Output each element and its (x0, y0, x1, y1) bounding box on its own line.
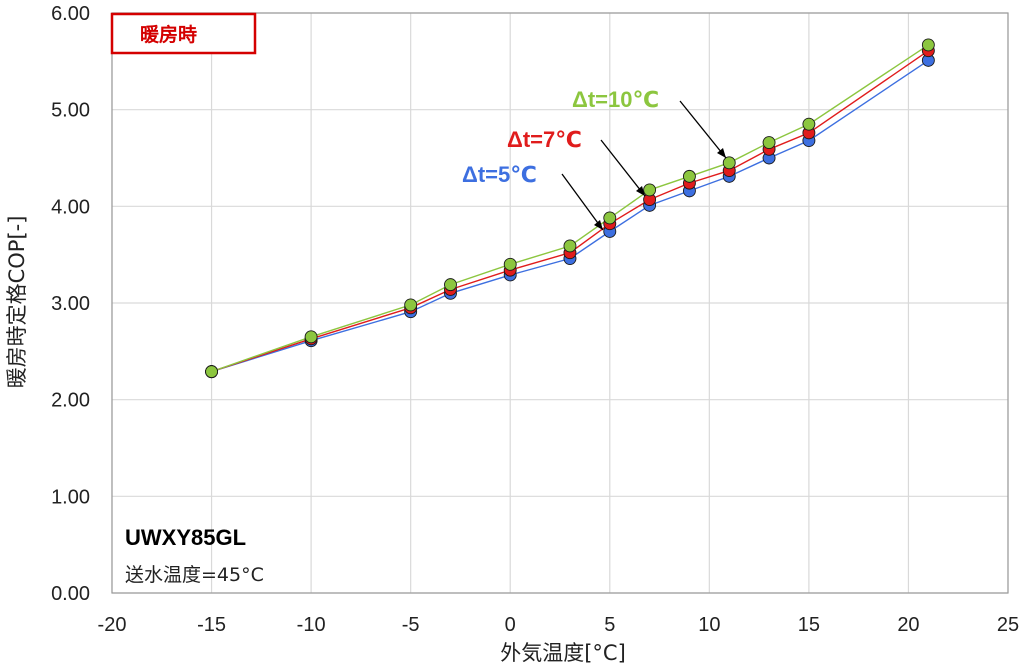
data-point-2 (503, 257, 517, 271)
mode-badge: 暖房時 (110, 12, 257, 55)
data-point-2 (304, 330, 318, 344)
series-annotations: Δt=5℃ Δt=7℃ Δt=10℃ (462, 87, 727, 231)
y-tick-label: 3.00 (51, 293, 90, 315)
series-line-2 (211, 44, 929, 373)
data-point-2 (643, 183, 657, 197)
y-tick-label: 1.00 (51, 486, 90, 508)
series-label-dt7: Δt=7℃ (507, 127, 582, 152)
data-point-2 (205, 365, 219, 379)
condition-text: 送水温度=45°C (125, 564, 264, 586)
grid-lines (111, 12, 1009, 594)
x-tick-label: -5 (402, 614, 420, 636)
y-axis-title: 暖房時定格COP[-] (5, 216, 29, 389)
annotation-arrows (561, 100, 727, 231)
data-point-2 (921, 38, 935, 52)
x-tick-label: 0 (505, 614, 516, 636)
x-axis-title: 外気温度[°C] (500, 641, 626, 665)
arrow-dt10 (679, 100, 727, 159)
data-point-2 (404, 298, 418, 312)
y-tick-label: 5.00 (51, 100, 90, 122)
x-tick-label: 10 (698, 614, 720, 636)
y-tick-label: 0.00 (51, 583, 90, 605)
data-point-2 (603, 211, 617, 225)
x-tick-label: 5 (604, 614, 615, 636)
y-tick-label: 2.00 (51, 390, 90, 412)
x-tick-label: 15 (798, 614, 820, 636)
arrowhead-dt7 (636, 186, 645, 196)
x-tick-label: -20 (98, 614, 127, 636)
series-line-1 (211, 50, 929, 373)
arrow-dt5 (561, 173, 604, 231)
x-tick-label: -15 (197, 614, 226, 636)
series-label-dt5: Δt=5℃ (462, 162, 537, 187)
x-tick-label: -10 (297, 614, 326, 636)
data-point-2 (563, 239, 577, 253)
data-point-2 (682, 169, 696, 183)
data-point-2 (762, 136, 776, 149)
data-point-2 (444, 278, 457, 292)
x-tick-label: 25 (997, 614, 1019, 636)
series-lines (211, 44, 929, 373)
model-name: UWXY85GL (125, 525, 246, 550)
arrowhead-dt5 (594, 220, 603, 230)
mode-badge-text: 暖房時 (140, 23, 197, 46)
data-point-2 (722, 156, 736, 170)
series-line-0 (211, 59, 929, 373)
x-tick-label: 20 (897, 614, 919, 636)
x-axis-ticks: -20 -15 -10 -5 0 5 10 15 20 25 (98, 614, 1020, 636)
series-label-dt10: Δt=10℃ (572, 87, 659, 112)
series-points (205, 38, 935, 379)
arrow-dt7 (600, 139, 646, 197)
arrowhead-dt10 (717, 148, 726, 158)
y-axis-ticks: 0.00 1.00 2.00 3.00 4.00 5.00 6.00 (51, 3, 90, 605)
y-tick-label: 4.00 (51, 196, 90, 218)
y-tick-label: 6.00 (51, 3, 90, 25)
plot-area-border (111, 12, 1009, 594)
data-point-2 (802, 117, 816, 131)
